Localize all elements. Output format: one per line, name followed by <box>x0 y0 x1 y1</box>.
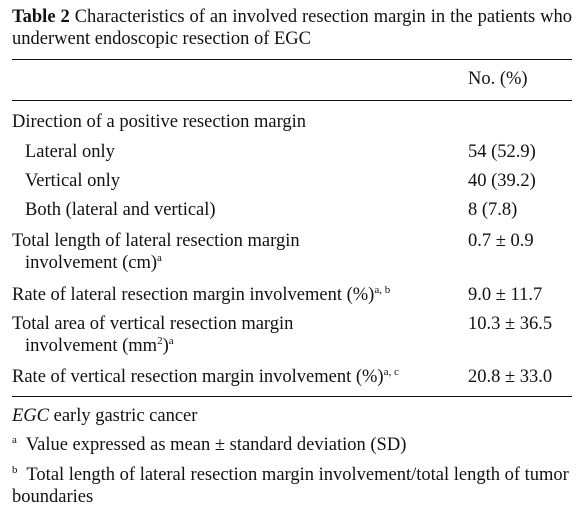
row-both-value: 8 (7.8) <box>468 200 518 220</box>
header-rule <box>12 100 572 101</box>
row-vertical-rate-label: Rate of vertical resection margin involv… <box>12 366 399 388</box>
footnote-a-text: Value expressed as mean ± standard devia… <box>25 435 407 455</box>
footnote-abbreviation: EGC early gastric cancer <box>12 405 572 427</box>
row-lateral-value: 54 (52.9) <box>468 142 536 162</box>
row-vertical-area-value: 10.3 ± 36.5 <box>468 314 553 334</box>
row-vertical-area-label: Total area of vertical resection margin <box>12 314 294 334</box>
section-heading: Direction of a positive resection margin <box>12 112 307 132</box>
footnote-marker: a <box>157 252 162 264</box>
row-lateral-rate-value: 9.0 ± 11.7 <box>468 285 543 305</box>
row-vertical-label: Vertical only <box>25 171 121 191</box>
footnote-b: b Total length of lateral resection marg… <box>12 464 572 508</box>
column-header: No. (%) <box>468 69 528 89</box>
row-vertical-area-label-cont: involvement (mm2)a <box>25 335 174 357</box>
bottom-rule <box>12 396 572 397</box>
footnote-marker: a, b <box>374 284 391 296</box>
table-label: Table 2 <box>12 7 70 27</box>
caption-text: Characteristics of an involved resection… <box>12 7 572 49</box>
row-lateral-length-label-cont: involvement (cm)a <box>25 252 162 274</box>
abbrev-definition: early gastric cancer <box>53 406 198 426</box>
footnote-marker: a <box>168 335 174 347</box>
row-both-label: Both (lateral and vertical) <box>25 200 216 220</box>
label-continuation: involvement (cm) <box>25 253 158 273</box>
top-rule <box>12 59 572 61</box>
row-lateral-rate-label: Rate of lateral resection margin involve… <box>12 284 390 306</box>
label-text: Rate of vertical resection margin involv… <box>12 367 384 387</box>
row-vertical-rate-value: 20.8 ± 33.0 <box>468 367 553 387</box>
footnote-b-mark: b <box>12 464 18 476</box>
label-continuation-end: ) <box>162 336 169 356</box>
superscript-two: 2 <box>157 335 163 347</box>
row-lateral-length-value: 0.7 ± 0.9 <box>468 231 534 251</box>
footnote-a-mark: a <box>12 434 17 446</box>
footnote-marker: a, c <box>383 366 399 378</box>
row-vertical-value: 40 (39.2) <box>468 171 536 191</box>
label-text: Rate of lateral resection margin involve… <box>12 285 375 305</box>
table-caption: Table 2 Characteristics of an involved r… <box>12 6 572 50</box>
abbrev-term: EGC <box>12 406 49 426</box>
row-lateral-label: Lateral only <box>25 142 115 162</box>
label-continuation: involvement (mm <box>25 336 158 356</box>
footnote-a: a Value expressed as mean ± standard dev… <box>12 434 572 456</box>
footnote-b-text: Total length of lateral resection margin… <box>12 465 569 507</box>
row-lateral-length-label: Total length of lateral resection margin <box>12 231 300 251</box>
